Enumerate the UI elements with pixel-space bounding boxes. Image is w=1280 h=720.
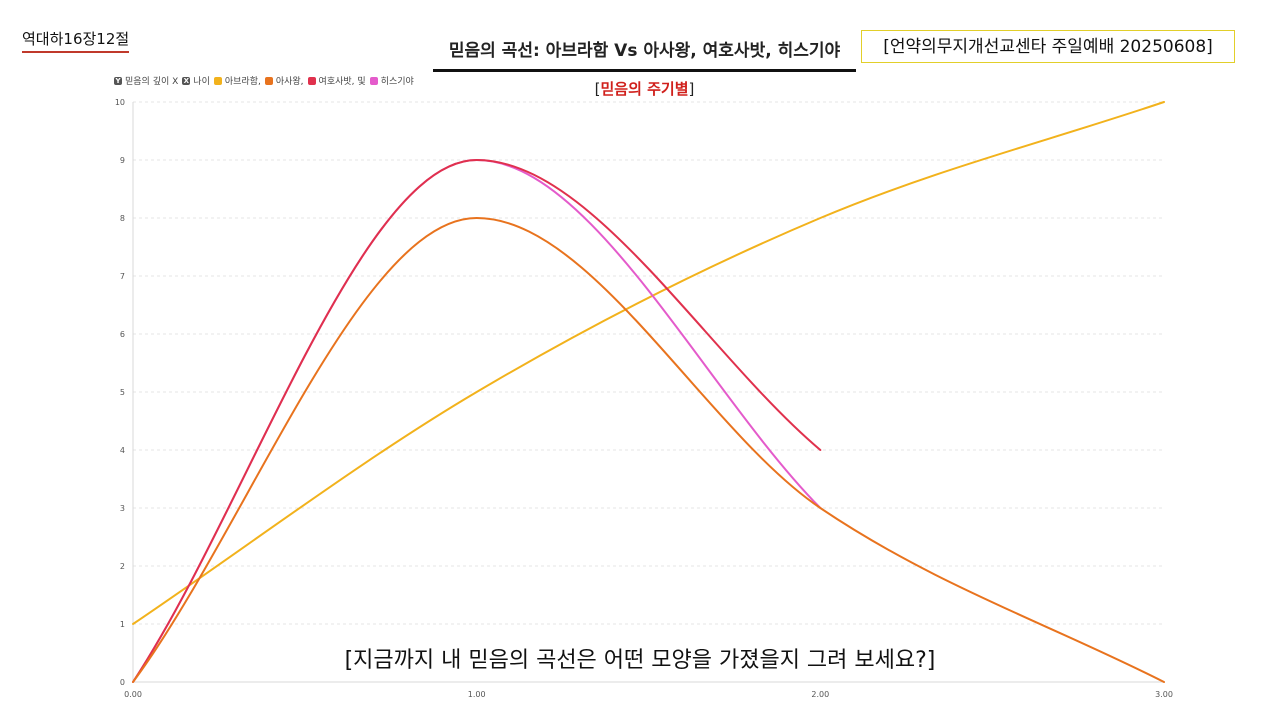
legend-swatch-hezekiah xyxy=(369,76,378,85)
legend-swatch-asa xyxy=(264,76,273,85)
y-tick-label: 7 xyxy=(120,272,125,281)
verse-reference: 역대하16장12절 xyxy=(22,28,130,53)
y-tick-label: 1 xyxy=(120,620,125,629)
legend-x-axis: X 나이 xyxy=(182,74,210,87)
x-badge-icon: X xyxy=(182,76,191,85)
reflection-prompt: [지금까지 내 믿음의 곡선은 어떤 모양을 가졌을지 그려 보세요?] xyxy=(344,648,936,673)
legend-swatch-abraham xyxy=(213,76,222,85)
series-line-hezekiah xyxy=(132,159,822,683)
y-tick-label: 2 xyxy=(120,562,125,571)
x-tick-label: 0.00 xyxy=(124,690,142,699)
legend-series-1[interactable]: 아사왕, xyxy=(264,74,304,87)
legend-x-label: 나이 xyxy=(193,77,210,87)
y-badge-icon: Y xyxy=(114,76,122,85)
subtitle-text: 믿음의 주기별 xyxy=(600,80,689,98)
chart-subtitle: [믿음의 주기별] xyxy=(433,78,856,99)
legend-series-3[interactable]: 히스기야 xyxy=(369,74,414,87)
service-info-box: [언약의무지개선교센타 주일예배 20250608] xyxy=(861,30,1235,63)
legend-y-label: 믿음의 깊이 X xyxy=(125,77,179,87)
legend-series-0[interactable]: 아브라함, xyxy=(213,74,261,87)
x-tick-label: 3.00 xyxy=(1155,690,1173,699)
x-tick-label: 1.00 xyxy=(468,690,486,699)
y-tick-label: 6 xyxy=(120,330,125,339)
legend-series-label: 아사왕, xyxy=(275,77,304,87)
subtitle-bracket-close: ] xyxy=(688,80,695,98)
legend-swatch-jehoshaphat xyxy=(307,76,316,85)
y-tick-label: 0 xyxy=(120,678,125,687)
chart-legend: Y 믿음의 깊이 X X 나이 아브라함, 아사왕, 여호사밧, 및 히스기야 xyxy=(114,74,418,87)
y-tick-label: 5 xyxy=(120,388,125,397)
subtitle-bracket-open: [ xyxy=(594,80,601,98)
y-tick-label: 8 xyxy=(120,214,125,223)
y-tick-label: 4 xyxy=(120,446,125,455)
y-tick-label: 9 xyxy=(120,156,125,165)
legend-series-2[interactable]: 여호사밧, 및 xyxy=(307,74,366,87)
legend-series-label: 여호사밧, 및 xyxy=(318,77,366,87)
legend-series-label: 아브라함, xyxy=(224,77,261,87)
legend-series-label: 히스기야 xyxy=(380,77,414,87)
y-tick-label: 10 xyxy=(115,98,125,107)
chart-title: 믿음의 곡선: 아브라함 Vs 아사왕, 여호사밧, 히스기야 xyxy=(433,36,856,72)
series-line-abraham xyxy=(132,101,1165,625)
series-line-jehoshaphat xyxy=(132,159,822,683)
legend-y-axis: Y 믿음의 깊이 X xyxy=(114,74,178,87)
x-tick-label: 2.00 xyxy=(811,690,829,699)
y-tick-label: 3 xyxy=(120,504,125,513)
series-line-asa xyxy=(132,217,1165,683)
